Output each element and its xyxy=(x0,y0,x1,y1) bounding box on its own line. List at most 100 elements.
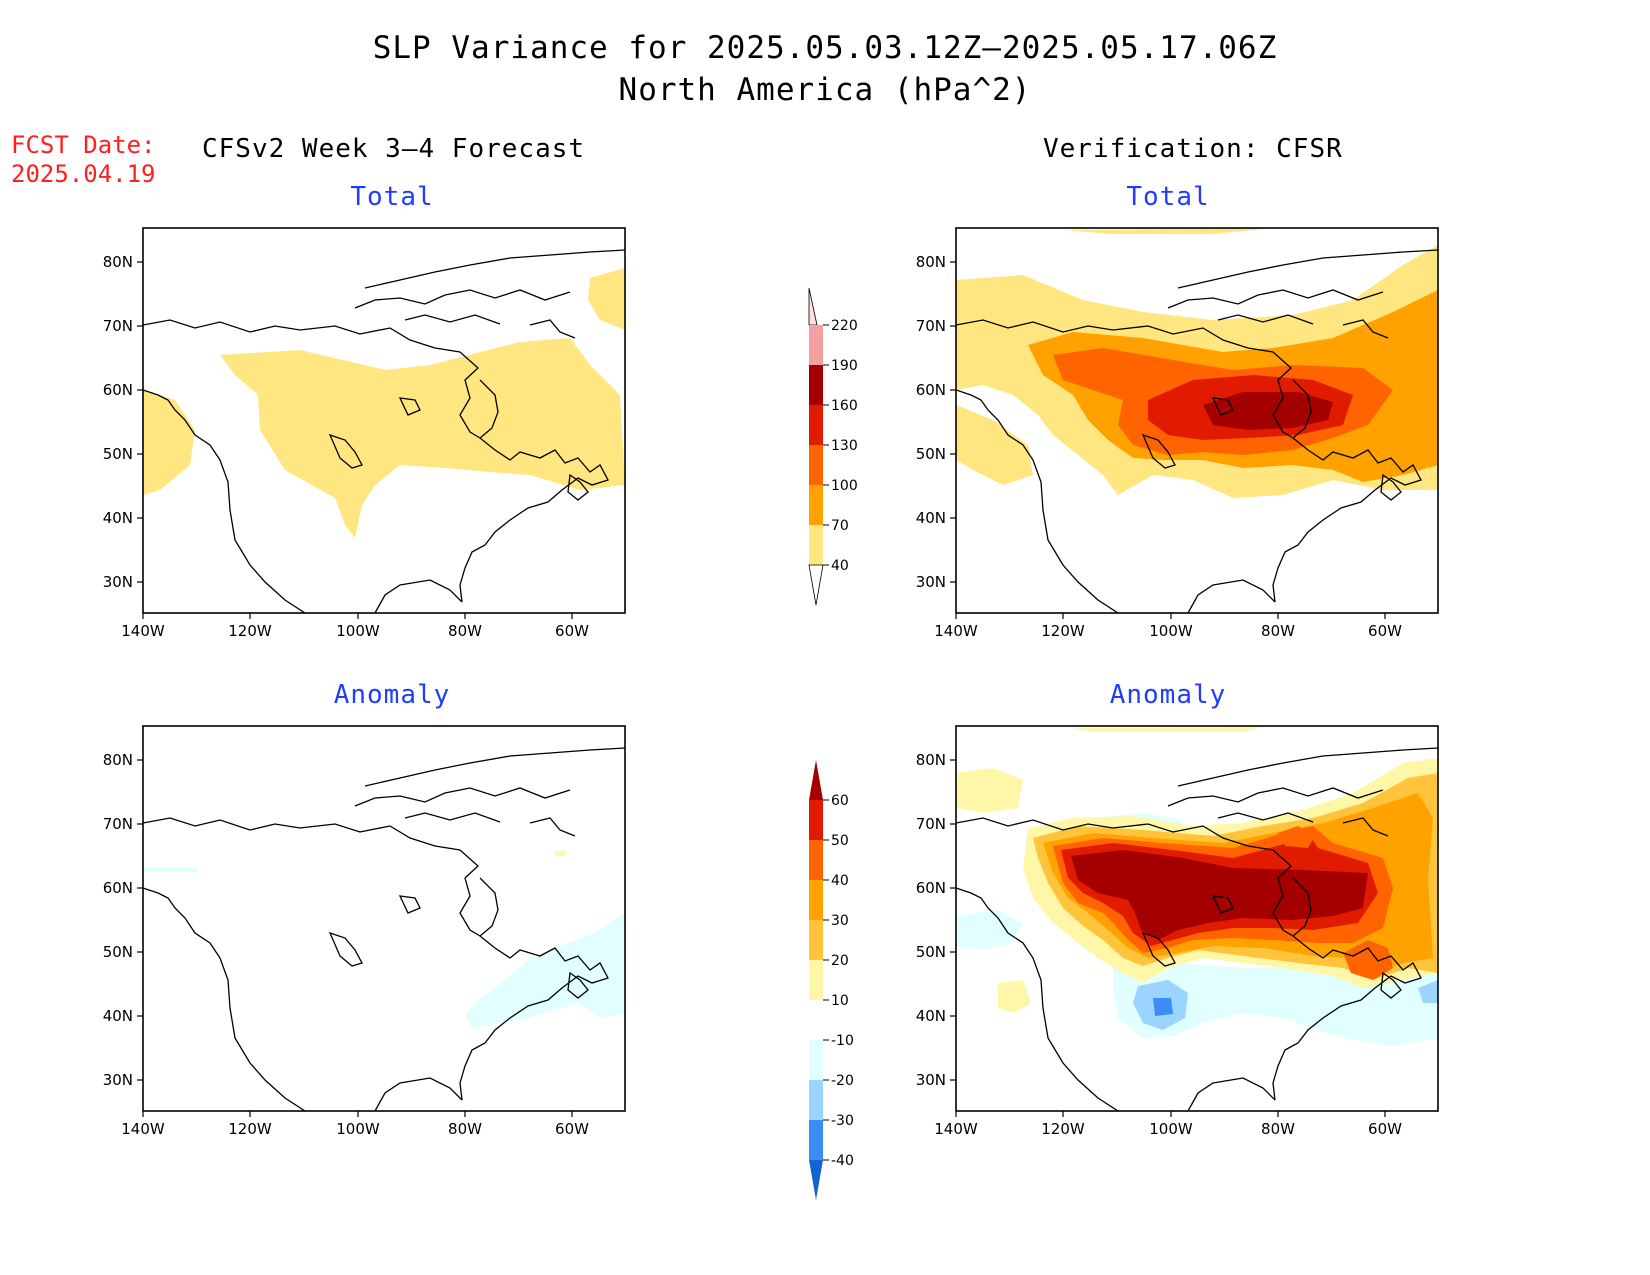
verification-column-heading: Verification: CFSR xyxy=(1043,134,1343,164)
fcst-date-label: FCST Date: xyxy=(11,131,156,159)
total-colorbar: 40 70 100 130 160 190 220 xyxy=(795,280,875,610)
cbar-total-swatch xyxy=(809,485,823,525)
lat-label: 30N xyxy=(103,1071,133,1089)
lat-label: 30N xyxy=(916,1071,946,1089)
cbar-anom-swatch xyxy=(809,920,823,960)
lon-label: 60W xyxy=(1368,1120,1402,1138)
shade-40-70-ne xyxy=(588,268,625,330)
shade-10-patch xyxy=(998,980,1031,1013)
ver-total-title: Total xyxy=(1126,182,1210,212)
lon-label: 80W xyxy=(448,1120,482,1138)
forecast-anomaly-map: 80N 70N 60N 50N 40N 30N 140W 120W 100W 8… xyxy=(100,718,660,1148)
fcst-total-title: Total xyxy=(350,182,434,212)
lat-label: 40N xyxy=(916,509,946,527)
lon-label: 120W xyxy=(228,622,272,640)
shade-40-circle xyxy=(1278,826,1315,848)
lat-label: 30N xyxy=(103,573,133,591)
cbar-total-swatch xyxy=(809,445,823,485)
lat-label: 40N xyxy=(103,1007,133,1025)
cbar-anom-label: 30 xyxy=(831,913,849,929)
lat-label: 50N xyxy=(916,445,946,463)
lat-label: 70N xyxy=(103,317,133,335)
lat-label: 50N xyxy=(103,445,133,463)
cbar-anom-label: -10 xyxy=(831,1033,854,1049)
cbar-total-label: 100 xyxy=(831,478,858,494)
lon-label: 60W xyxy=(555,622,589,640)
cbar-anom-swatch xyxy=(809,960,823,1000)
cbar-anom-label: 60 xyxy=(831,793,849,809)
cbar-total-label: 190 xyxy=(831,358,858,374)
shade-40-70-west xyxy=(143,390,195,495)
lat-label: 60N xyxy=(916,381,946,399)
lon-label: 120W xyxy=(228,1120,272,1138)
fcst-anomaly-title: Anomaly xyxy=(333,680,451,710)
lat-label: 60N xyxy=(103,381,133,399)
lat-label: 70N xyxy=(916,317,946,335)
cbar-total-label: 40 xyxy=(831,558,849,574)
lon-label: 120W xyxy=(1041,622,1085,640)
cbar-total-label: 70 xyxy=(831,518,849,534)
shade-neg20-east xyxy=(1418,980,1438,1003)
cbar-anom-swatch xyxy=(809,1080,823,1120)
shade-40-bar xyxy=(1063,228,1273,234)
lat-label: 50N xyxy=(103,943,133,961)
lat-label: 40N xyxy=(916,1007,946,1025)
cbar-anom-label: 20 xyxy=(831,953,849,969)
lat-label: 80N xyxy=(103,751,133,769)
shade-neg10-neg20 xyxy=(465,913,625,1028)
forecast-total-map: 80N 70N 60N 50N 40N 30N 140W 120W 100W 8… xyxy=(100,220,660,650)
lon-label: 120W xyxy=(1041,1120,1085,1138)
shade-neg30 xyxy=(1153,998,1173,1016)
cbar-total-swatch xyxy=(809,405,823,445)
cbar-anom-top-tip xyxy=(809,760,823,800)
lon-label: 100W xyxy=(1149,622,1193,640)
cbar-total-swatch xyxy=(809,365,823,405)
shade-neg-west xyxy=(143,868,198,872)
shade-160 xyxy=(1203,392,1333,430)
verification-anomaly-map: 80N 70N 60N 50N 40N 30N 140W 120W 100W 8… xyxy=(913,718,1473,1148)
cbar-anom-swatch xyxy=(809,800,823,840)
lat-label: 50N xyxy=(916,943,946,961)
fcst-date-value: 2025.04.19 xyxy=(11,160,156,188)
lat-label: 60N xyxy=(916,879,946,897)
main-subtitle: North America (hPa^2) xyxy=(618,72,1032,108)
lon-label: 100W xyxy=(1149,1120,1193,1138)
lon-label: 100W xyxy=(336,1120,380,1138)
cbar-total-swatch xyxy=(809,325,823,365)
lat-label: 70N xyxy=(916,815,946,833)
cbar-anom-label: 40 xyxy=(831,873,849,889)
shade-pos-small xyxy=(555,851,565,856)
verification-total-map: 80N 70N 60N 50N 40N 30N 140W 120W 100W 8… xyxy=(913,220,1473,650)
cbar-total-top-tip xyxy=(808,287,818,326)
lon-label: 60W xyxy=(555,1120,589,1138)
shade-40-east xyxy=(1343,940,1393,980)
lon-label: 140W xyxy=(121,622,165,640)
lat-label: 80N xyxy=(103,253,133,271)
lon-label: 140W xyxy=(934,622,978,640)
lat-label: 30N xyxy=(916,573,946,591)
shade-10-bar xyxy=(1073,727,1263,732)
lon-label: 140W xyxy=(934,1120,978,1138)
lon-label: 60W xyxy=(1368,622,1402,640)
shade-40-west xyxy=(956,405,1033,485)
cbar-total-label: 130 xyxy=(831,438,858,454)
shade-10 xyxy=(956,768,1023,813)
shade-40-70 xyxy=(220,338,625,538)
ver-anomaly-title: Anomaly xyxy=(1109,680,1227,710)
forecast-column-heading: CFSv2 Week 3–4 Forecast xyxy=(202,134,586,164)
cbar-anom-swatch xyxy=(809,1120,823,1160)
lat-label: 40N xyxy=(103,509,133,527)
lat-label: 80N xyxy=(916,751,946,769)
anomaly-colorbar: 60 50 40 30 20 10 -10 -20 -30 -40 xyxy=(795,755,875,1215)
cbar-total-swatch xyxy=(809,525,823,565)
lon-label: 140W xyxy=(121,1120,165,1138)
lat-label: 70N xyxy=(103,815,133,833)
cbar-total-bottom-tip xyxy=(808,564,824,606)
cbar-anom-swatch xyxy=(809,1040,823,1080)
cbar-total-label: 160 xyxy=(831,398,858,414)
lon-label: 100W xyxy=(336,622,380,640)
cbar-anom-bottom-tip xyxy=(809,1160,823,1200)
main-title: SLP Variance for 2025.05.03.12Z–2025.05.… xyxy=(372,30,1278,66)
lon-label: 80W xyxy=(1261,1120,1295,1138)
lon-label: 80W xyxy=(448,622,482,640)
